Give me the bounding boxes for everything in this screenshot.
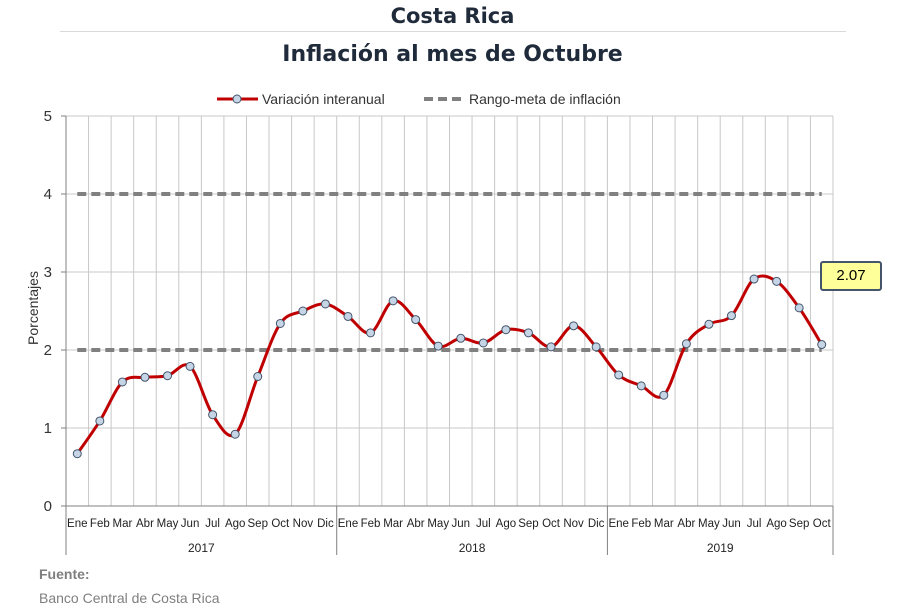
x-tick-label-month: May [698,518,720,530]
x-tick-label-month: Sep [518,518,538,530]
source-label: Fuente: [39,566,90,582]
x-tick-label-month: Ene [338,518,358,530]
x-tick-label-month: Ene [608,518,628,530]
data-point [95,416,105,426]
x-tick-label-month: Feb [90,518,110,530]
data-point [478,338,488,348]
series-line-variacion-interanual [76,274,823,455]
y-tick-label: 0 [44,498,52,515]
data-point [659,390,669,400]
data-point [230,429,240,439]
x-tick-label-month: Jul [205,518,220,530]
data-point [117,377,127,387]
data-point [456,333,466,343]
x-tick-label-month: Oct [542,518,561,530]
x-tick-label-month: Ago [225,518,245,530]
data-point [298,306,308,316]
source-text: Banco Central de Costa Rica [39,590,220,606]
data-point [140,372,150,382]
chart-subtitle: Inflación al mes de Octubre [282,42,623,67]
x-tick-label-month: Feb [631,518,651,530]
x-tick-label-month: May [427,518,449,530]
x-tick-label-month: Mar [654,518,674,530]
x-tick-label-month: Feb [361,518,381,530]
data-point [817,340,827,350]
x-tick-label-month: Ago [766,518,786,530]
x-tick-label-month: Jun [722,518,741,530]
x-tick-label-month: Ago [496,518,516,530]
y-tick-label: 1 [44,420,52,437]
x-tick-label-month: Jul [747,518,762,530]
x-tick-label-month: Dic [317,518,334,530]
data-point [523,328,533,338]
x-tick-label-year: 2017 [188,541,215,555]
data-point [163,371,173,381]
x-tick-label-month: Jul [476,518,491,530]
legend-label-variacion-interanual: Variación interanual [262,91,385,107]
data-point [569,321,579,331]
data-point [704,319,714,329]
title-divider [60,31,846,32]
data-point [726,311,736,321]
x-tick-label-month: Nov [293,518,314,530]
data-point [253,372,263,382]
data-point [366,328,376,338]
data-point [614,370,624,380]
y-tick-label: 4 [44,186,52,203]
x-tick-label-year: 2018 [459,541,486,555]
x-tick-label-month: Jun [452,518,471,530]
x-tick-label-month: Abr [677,518,695,530]
x-tick-label-month: Sep [248,518,268,530]
data-point [388,296,398,306]
legend-marker [232,94,242,104]
chart-title: Costa Rica [390,4,515,28]
data-point [794,303,804,313]
x-tick-label-year: 2019 [707,541,734,555]
data-point [546,342,556,352]
x-tick-label-month: Mar [112,518,132,530]
x-tick-label-month: Abr [407,518,425,530]
last-value-callout: 2.07 [820,261,882,291]
x-tick-label-month: Nov [563,518,584,530]
x-tick-label-month: Mar [383,518,403,530]
x-tick-label-month: May [157,518,179,530]
data-point [411,315,421,325]
data-point [636,381,646,391]
x-tick-label-month: Sep [789,518,809,530]
legend-label-rango-meta: Rango-meta de inflación [469,91,621,107]
x-tick-label-month: Abr [136,518,154,530]
data-point [501,325,511,335]
data-point [275,318,285,328]
data-point [343,311,353,321]
y-axis-label: Porcentajes [25,271,41,345]
x-tick-label-month: Dic [588,518,605,530]
x-tick-label-month: Jun [181,518,200,530]
data-point [591,342,601,352]
x-tick-label-month: Oct [813,518,832,530]
data-point [772,276,782,286]
y-tick-label: 2 [44,342,52,359]
x-tick-label-month: Oct [271,518,290,530]
data-point [433,341,443,351]
data-point [749,274,759,284]
y-tick-label: 5 [44,108,52,125]
data-point [681,339,691,349]
data-point [72,449,82,459]
data-point [185,361,195,371]
data-point [208,410,218,420]
y-tick-label: 3 [44,264,52,281]
x-tick-label-month: Ene [67,518,87,530]
data-point [320,299,330,309]
